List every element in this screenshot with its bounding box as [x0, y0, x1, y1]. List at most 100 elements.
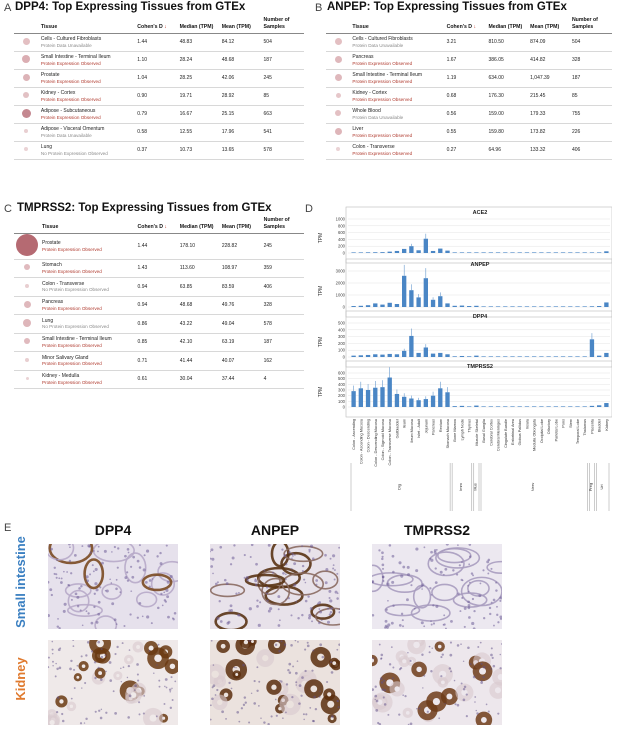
nucleus	[467, 590, 470, 593]
bar-anpep	[503, 306, 508, 307]
table-row[interactable]: Lung No Protein Expression Observed 0.37 10…	[14, 141, 304, 160]
protein-status: Protein Expression Observed	[42, 246, 102, 252]
nucleus	[477, 645, 480, 648]
header-tissue[interactable]: Tissue	[40, 216, 136, 234]
bar-ace2	[510, 252, 515, 253]
x-tick-label: Muscle Skeletal	[475, 419, 479, 446]
tissue-name: Pancreas	[42, 299, 64, 306]
nucleus	[324, 581, 328, 585]
nucleus	[263, 721, 266, 724]
nucleus	[301, 545, 303, 547]
table-row[interactable]: Colon - Transverse Protein Expression Obs…	[326, 141, 612, 160]
nucleus	[256, 666, 259, 669]
nucleus	[400, 612, 404, 616]
nucleus	[478, 594, 482, 598]
table-row[interactable]: Small Intestine - Terminal Ileum Protein …	[14, 51, 304, 70]
header-median[interactable]: Median (TPM)	[177, 216, 220, 234]
header-samples[interactable]: Number of Samples	[261, 16, 304, 34]
nucleus	[318, 695, 321, 698]
table-row[interactable]: Stomach Protein Expression Observed 1.43 11…	[14, 259, 304, 279]
group-bracket	[473, 463, 480, 511]
protein-status: Protein Expression Observed	[352, 150, 413, 156]
table-row[interactable]: Adipose - Subcutaneous Protein Expression…	[14, 105, 304, 124]
nucleus	[336, 572, 339, 575]
nucleus	[336, 648, 339, 651]
nucleus	[131, 575, 135, 579]
header-mean[interactable]: Mean (TPM)	[528, 16, 570, 34]
tissue-structure	[372, 564, 384, 593]
table-row[interactable]: Pancreas Protein Expression Observed 0.94 4…	[14, 296, 304, 316]
table-row[interactable]: Liver Protein Expression Observed 0.55 159.…	[326, 123, 612, 142]
chart-frame	[345, 310, 612, 368]
sort-arrow-icon[interactable]: ↓	[472, 23, 477, 30]
table-row[interactable]: Lung No Protein Expression Observed 0.86 43…	[14, 314, 304, 334]
header-samples[interactable]: Number of Samples	[569, 16, 612, 34]
nucleus	[378, 722, 382, 725]
nucleus	[90, 621, 94, 625]
sample-count-value: 541	[261, 123, 304, 142]
header-tissue[interactable]: Tissue	[350, 16, 445, 34]
table-row[interactable]: Adipose - Visceral Omentum Protein Data U…	[14, 123, 304, 142]
header-tissue[interactable]: Tissue	[38, 16, 136, 34]
nucleus	[92, 570, 95, 573]
header-cohens[interactable]: Cohen's D ↓	[135, 16, 178, 34]
x-tick-label: Olfactory	[547, 419, 551, 434]
nucleus	[258, 705, 260, 707]
nucleus	[105, 711, 108, 714]
table-row[interactable]: Kidney - Cortex Protein Expression Observ…	[14, 87, 304, 106]
nucleus	[475, 709, 478, 712]
tissue-cell: Small Intestine - Terminal Ileum Protein …	[38, 51, 136, 70]
mean-tpm-value: 25.15	[219, 105, 262, 124]
header-cohens[interactable]: Cohen's D ↓	[135, 216, 178, 234]
header-median[interactable]: Median (TPM)	[177, 16, 220, 34]
table-row[interactable]: Cells - Cultured Fibroblasts Protein Data…	[326, 33, 612, 52]
header-samples[interactable]: Number of Samples	[261, 216, 304, 234]
nucleus	[338, 611, 340, 614]
sort-arrow-icon[interactable]: ↓	[162, 23, 167, 30]
header-median[interactable]: Median (TPM)	[486, 16, 529, 34]
y-tick-label: 800	[338, 223, 346, 228]
sample-count-value: 187	[261, 51, 304, 70]
table-row[interactable]: Small Intestine - Terminal Ileum Protein …	[14, 333, 304, 353]
header-mean[interactable]: Mean (TPM)	[219, 216, 262, 234]
bar-ace2	[481, 252, 486, 253]
tubule-lumen	[446, 693, 453, 700]
nucleus	[98, 709, 101, 712]
nucleus	[174, 680, 177, 683]
table-row[interactable]: Cells - Cultured Fibroblasts Protein Data…	[14, 33, 304, 52]
table-row[interactable]: Small Intestine - Terminal Ileum Protein …	[326, 69, 612, 88]
table-row[interactable]: Kidney - Medulla Protein Expression Obser…	[14, 370, 304, 390]
nucleus	[401, 619, 404, 622]
nucleus	[491, 656, 494, 659]
bar-tmprss2	[553, 406, 558, 407]
sort-arrow-icon[interactable]: ↓	[162, 223, 168, 230]
nucleus	[283, 643, 287, 646]
table-row[interactable]: Colon - Transverse No Protein Expression …	[14, 277, 304, 297]
nucleus	[163, 703, 166, 705]
expression-dot-icon	[21, 108, 31, 118]
nucleus	[423, 674, 426, 677]
header-cohens[interactable]: Cohen's D ↓	[444, 16, 487, 34]
expression-dot-icon	[23, 300, 31, 308]
bar-dpp4	[568, 356, 573, 357]
nucleus	[320, 619, 323, 622]
nucleus	[285, 711, 287, 714]
nucleus	[55, 573, 58, 576]
nucleus	[216, 616, 220, 620]
nucleus	[240, 707, 244, 710]
table-row[interactable]: Pancreas Protein Expression Observed 1.67 3…	[326, 51, 612, 70]
bar-anpep	[430, 299, 436, 307]
table-row[interactable]: Whole Blood Protein Data Unavailable 0.56 1…	[326, 105, 612, 124]
nucleus	[126, 548, 130, 551]
table-row[interactable]: Kidney - Cortex Protein Expression Observ…	[326, 87, 612, 106]
nucleus	[313, 695, 316, 699]
table-row[interactable]: Minor Salivary Gland Protein Expression O…	[14, 351, 304, 371]
bar-tmprss2	[560, 406, 566, 407]
nucleus	[85, 654, 88, 657]
table-row[interactable]: Prostate Protein Expression Observed 1.44 1…	[14, 233, 304, 260]
nucleus	[297, 616, 300, 620]
header-mean[interactable]: Mean (TPM)	[219, 16, 262, 34]
nucleus	[53, 572, 56, 575]
table-row[interactable]: Prostate Protein Expression Observed 1.04 2…	[14, 69, 304, 88]
nucleus	[495, 581, 498, 584]
